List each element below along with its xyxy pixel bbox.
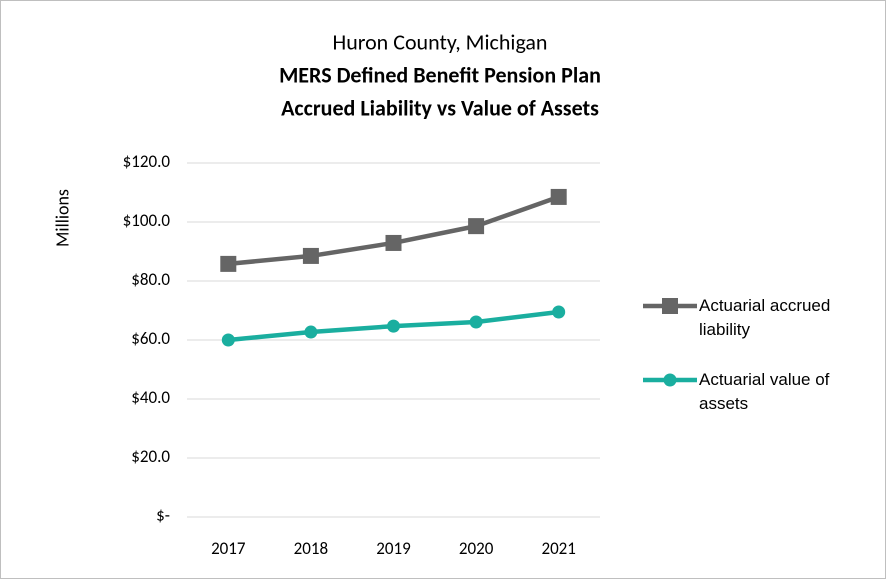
- marker: [387, 319, 400, 333]
- marker: [304, 325, 318, 339]
- y-tick-label: $80.0: [131, 269, 170, 290]
- x-tick-label: 2019: [376, 538, 411, 559]
- y-tick-label: $100.0: [123, 210, 171, 231]
- y-axis-label: Millions: [51, 189, 73, 247]
- y-tick-label: $60.0: [131, 328, 170, 349]
- legend-swatch-marker: [662, 298, 678, 314]
- legend-label: Actuarial value of assets: [699, 370, 830, 413]
- marker: [385, 234, 402, 251]
- marker: [552, 305, 566, 319]
- chart-subtitle: Accrued Liability vs Value of Assets: [281, 94, 599, 121]
- marker: [220, 255, 237, 272]
- x-tick-label: 2017: [211, 538, 246, 559]
- x-tick-label: 2018: [294, 538, 328, 559]
- marker: [221, 333, 235, 347]
- legend-label: Actuarial accrued liability: [699, 296, 831, 339]
- marker: [469, 315, 483, 329]
- marker: [468, 218, 485, 235]
- x-tick-label: 2020: [459, 538, 494, 559]
- y-tick-label: $120.0: [123, 151, 171, 172]
- chart-subtitle: MERS Defined Benefit Pension Plan: [279, 61, 601, 88]
- marker: [550, 188, 567, 205]
- y-tick-label: $-: [156, 505, 170, 526]
- chart-title: Huron County, Michigan: [333, 28, 548, 55]
- marker: [302, 247, 319, 264]
- y-tick-label: $40.0: [131, 387, 170, 408]
- legend-swatch-marker: [663, 373, 677, 387]
- y-tick-label: $20.0: [131, 446, 170, 467]
- x-tick-label: 2021: [541, 538, 575, 559]
